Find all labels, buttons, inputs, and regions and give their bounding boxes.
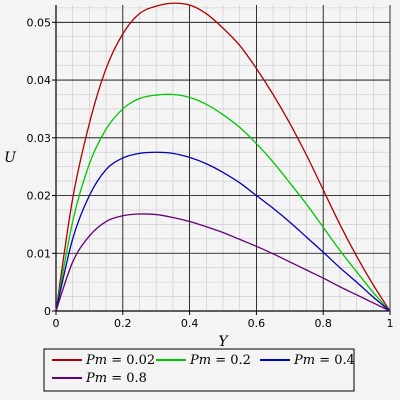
x-tick-label: 0.8 <box>314 317 332 330</box>
series-line-2 <box>55 93 391 312</box>
legend-box <box>43 348 355 392</box>
series-lines <box>55 2 391 312</box>
series-line-4 <box>55 213 391 312</box>
y-tick-label: 0.05 <box>27 16 52 29</box>
x-tick-label: 0.6 <box>248 317 266 330</box>
legend: Pm = 0.02 Pm = 0.2 Pm = 0.4 Pm = 0.8 <box>43 348 355 392</box>
axes <box>55 5 390 312</box>
minor-grid <box>56 5 390 311</box>
legend-label-1: Pm = 0.02 <box>85 353 155 368</box>
series-line-3 <box>55 151 391 312</box>
x-tick-label: 0 <box>53 317 60 330</box>
x-tick-label: 0.4 <box>181 317 199 330</box>
x-tick-label: 0.2 <box>114 317 132 330</box>
y-tick-label: 0.03 <box>27 132 52 145</box>
y-tick-label: 0.01 <box>27 247 52 260</box>
x-axis-label: Y <box>218 334 229 350</box>
legend-label-3: Pm = 0.4 <box>293 353 355 368</box>
y-tick-label: 0.02 <box>27 190 52 203</box>
y-tick-label: 0.04 <box>27 74 52 87</box>
legend-label-4: Pm = 0.8 <box>85 371 147 386</box>
tick-marks <box>52 21 391 315</box>
series-line-1 <box>55 2 391 312</box>
y-axis-label: U <box>4 150 17 166</box>
tick-labels: 0 0.2 0.4 0.6 0.8 1 0 0.01 0.02 0.03 0.04 0.05 <box>27 16 394 330</box>
y-tick-label: 0 <box>44 305 51 318</box>
legend-label-2: Pm = 0.2 <box>189 353 251 368</box>
x-tick-label: 1 <box>387 317 394 330</box>
